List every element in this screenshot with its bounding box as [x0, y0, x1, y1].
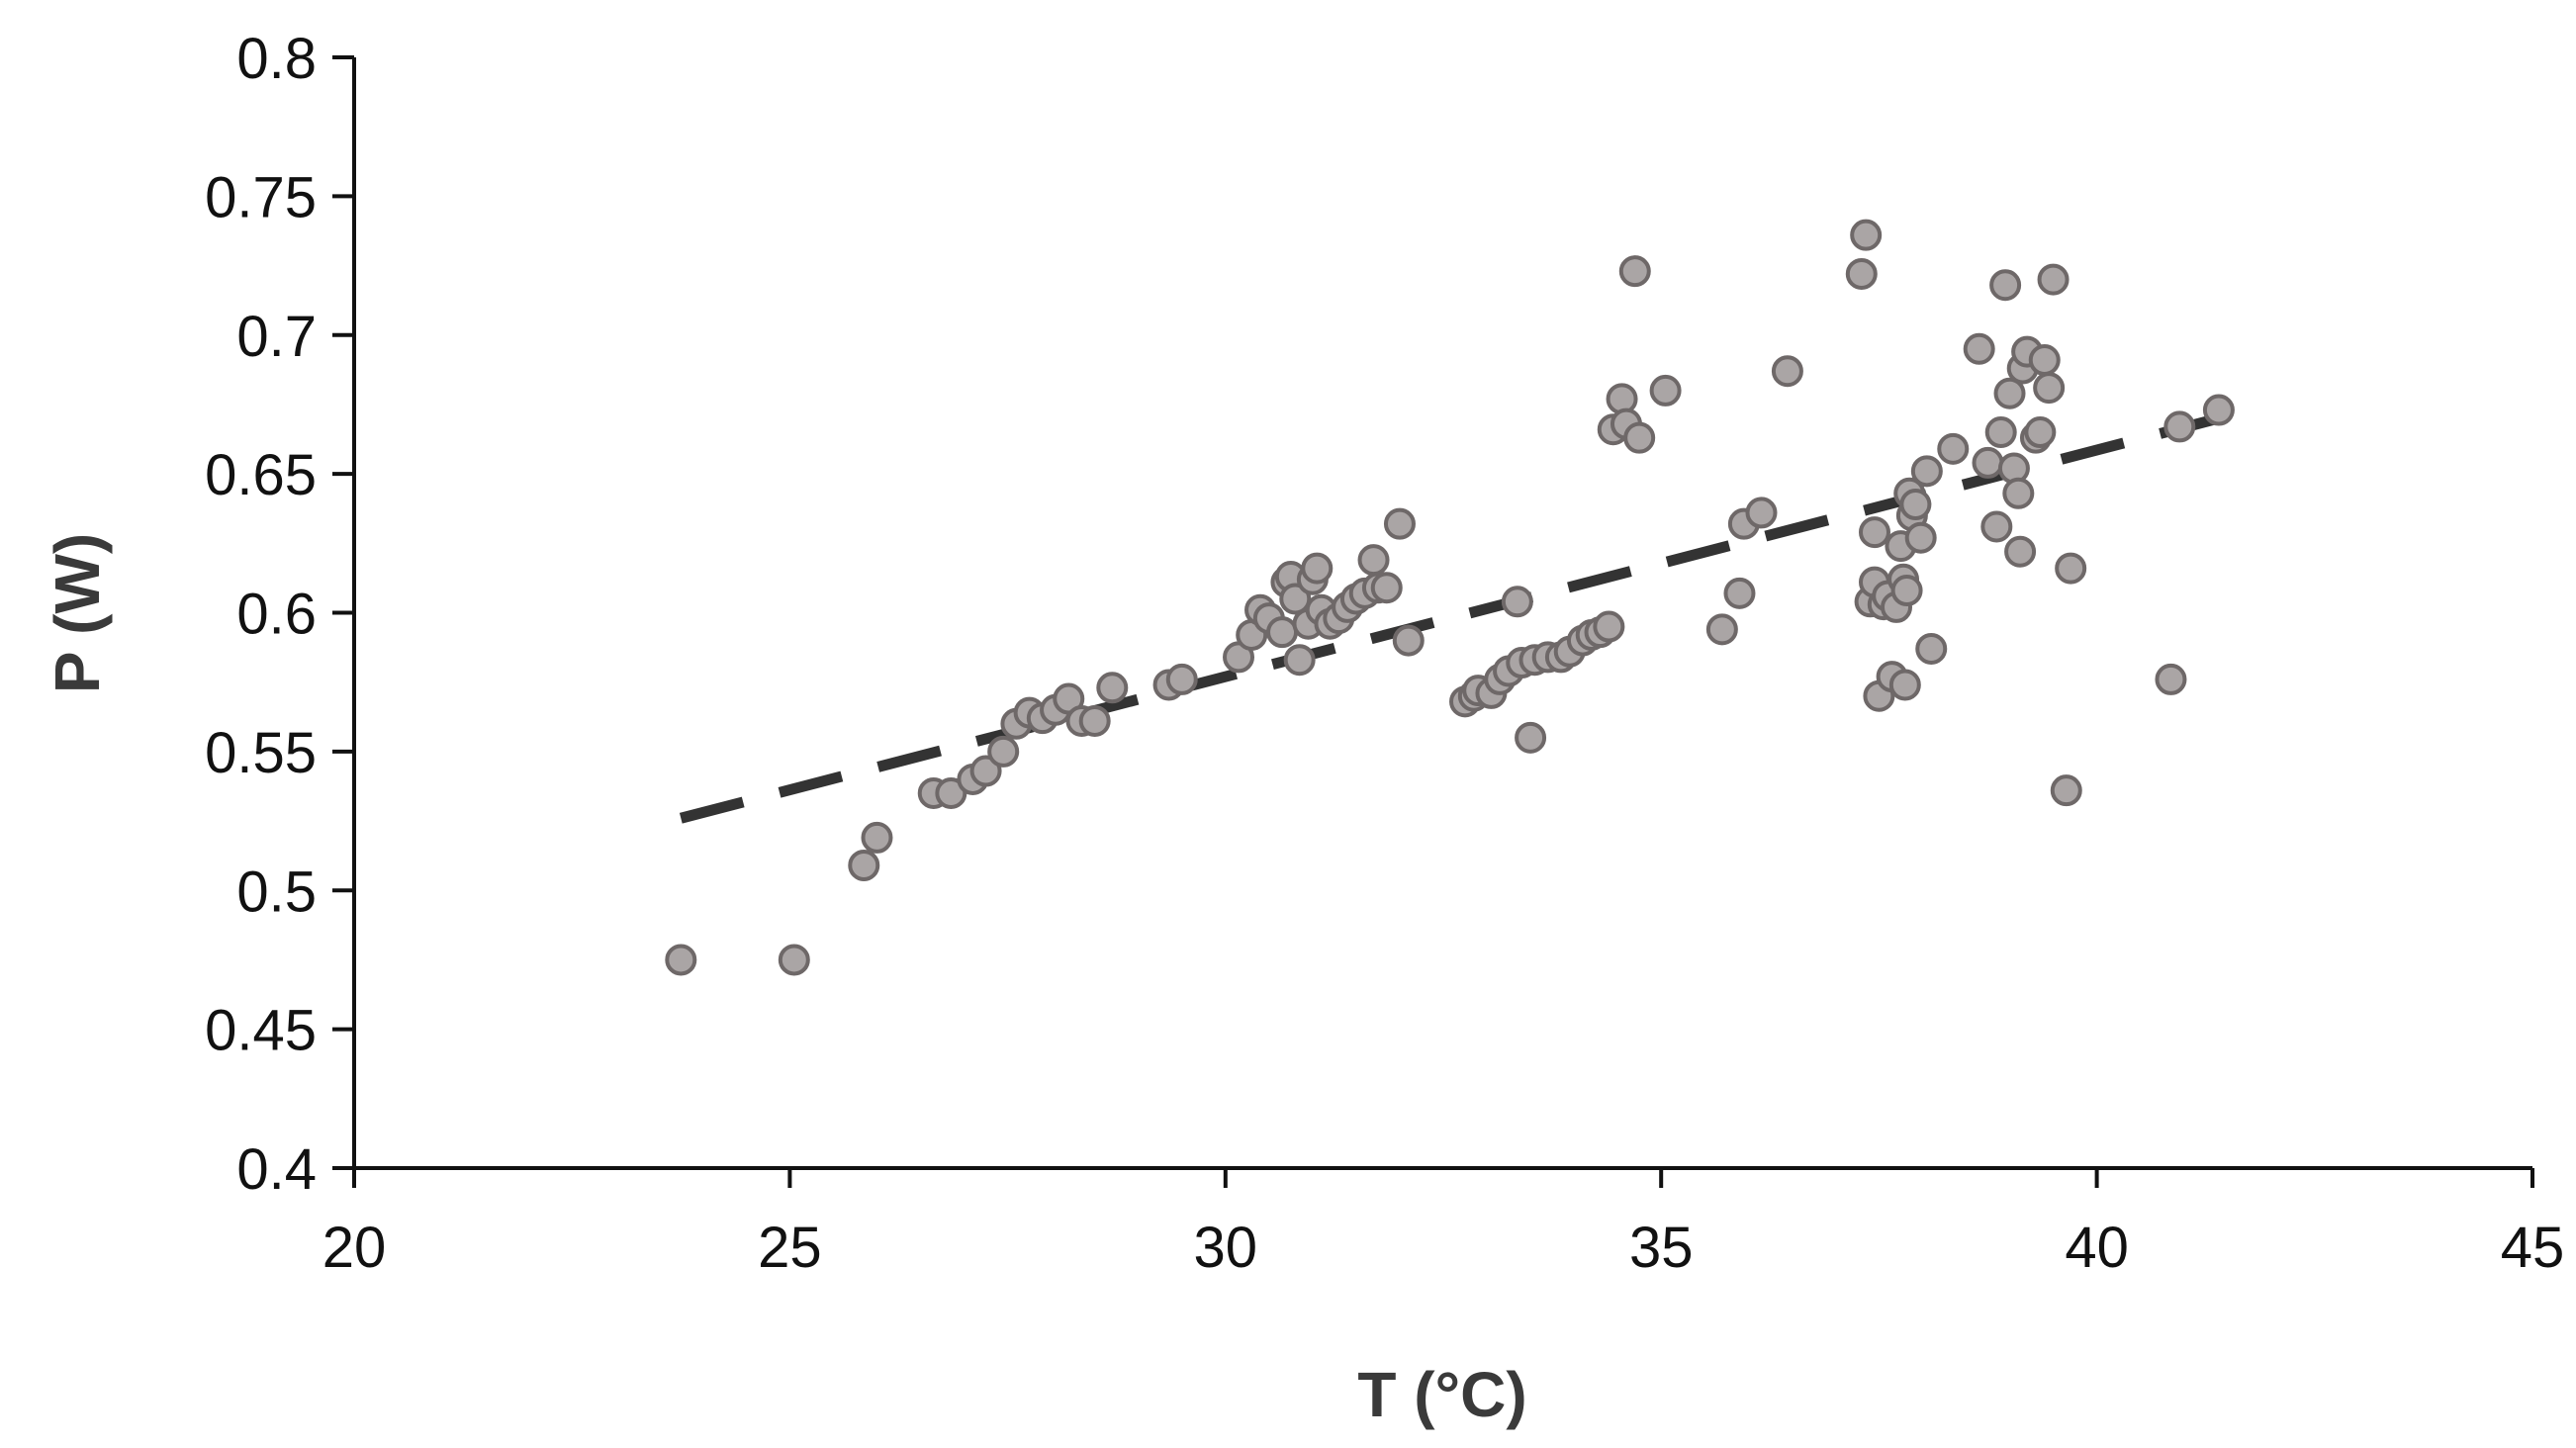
data-point [1915, 632, 1948, 665]
y-tick-label: 0.6 [236, 583, 317, 647]
data-point [1593, 610, 1625, 643]
data-point [1606, 383, 1638, 415]
data-point [969, 755, 1002, 787]
y-tick-label: 0.55 [205, 721, 317, 785]
x-tick-label: 35 [1629, 1216, 1694, 1280]
data-point [1383, 507, 1416, 540]
data-point [1980, 510, 2013, 543]
data-point [1165, 663, 1198, 695]
data-point [1078, 704, 1111, 737]
data-point [1993, 377, 2026, 409]
data-point [665, 944, 697, 976]
y-axis-title: P (W) [42, 533, 113, 693]
data-point [2024, 416, 2057, 449]
x-tick-label: 25 [758, 1216, 822, 1280]
y-tick-label: 0.65 [205, 443, 317, 507]
data-point [1279, 583, 1312, 615]
data-point [2004, 535, 2037, 568]
data-point [1501, 586, 1533, 618]
trendline-group [679, 412, 2221, 824]
y-axis-ticks: 0.4 0.45 0.5 0.55 0.6 0.65 0.7 0.75 0.8 [205, 27, 354, 1202]
data-point [1301, 552, 1334, 585]
x-tick-label: 30 [1194, 1216, 1258, 1280]
data-point [935, 776, 967, 809]
x-tick-label: 45 [2501, 1216, 2565, 1280]
data-point [1096, 672, 1129, 704]
y-tick-label: 0.4 [236, 1137, 317, 1202]
data-point [1850, 219, 1883, 251]
data-point [1515, 721, 1547, 754]
data-point [1649, 374, 1682, 407]
data-point [1623, 421, 1656, 454]
data-point [2050, 774, 2082, 807]
data-point [1997, 452, 2030, 485]
data-point [848, 849, 880, 881]
data-point [2202, 394, 2235, 426]
data-point [1972, 446, 2004, 479]
data-point [1899, 489, 1932, 521]
data-point [1888, 669, 1921, 701]
data-point [1705, 613, 1738, 646]
data-point [1283, 644, 1316, 677]
data-point [1989, 269, 2022, 302]
data-point [861, 821, 893, 854]
data-point [1357, 544, 1390, 577]
data-point [778, 944, 810, 976]
x-tick-label: 40 [2065, 1216, 2129, 1280]
x-tick-label: 20 [322, 1216, 387, 1280]
data-point [1266, 616, 1299, 649]
y-tick-label: 0.75 [205, 165, 317, 229]
trendline [679, 412, 2221, 824]
data-point [1858, 516, 1890, 549]
x-axis-ticks: 20 25 30 35 40 45 [322, 1168, 2565, 1280]
data-points [665, 219, 2235, 976]
y-tick-label: 0.45 [205, 999, 317, 1063]
data-point [1370, 572, 1403, 604]
data-point [2037, 263, 2070, 296]
data-point [1910, 455, 1943, 488]
data-point [1890, 575, 1923, 607]
data-point [1618, 255, 1651, 288]
data-point [1963, 332, 1995, 365]
data-point [987, 735, 1020, 768]
x-axis-title: T (°C) [1357, 1359, 1526, 1430]
data-point [1392, 624, 1425, 657]
data-point [1845, 257, 1878, 290]
data-point [2163, 410, 2196, 443]
data-point [2055, 552, 2087, 585]
data-point [1745, 497, 1778, 529]
data-point [2002, 477, 2035, 509]
data-point [1904, 521, 1937, 554]
data-point [2028, 344, 2061, 377]
y-tick-label: 0.7 [236, 305, 317, 369]
data-point [1723, 577, 1756, 609]
y-tick-label: 0.8 [236, 27, 317, 91]
data-point [1984, 416, 2017, 449]
y-tick-label: 0.5 [236, 860, 317, 924]
data-point [1937, 432, 1970, 465]
data-point [2155, 663, 2187, 695]
data-point [2033, 372, 2066, 405]
data-point [1771, 355, 1803, 388]
